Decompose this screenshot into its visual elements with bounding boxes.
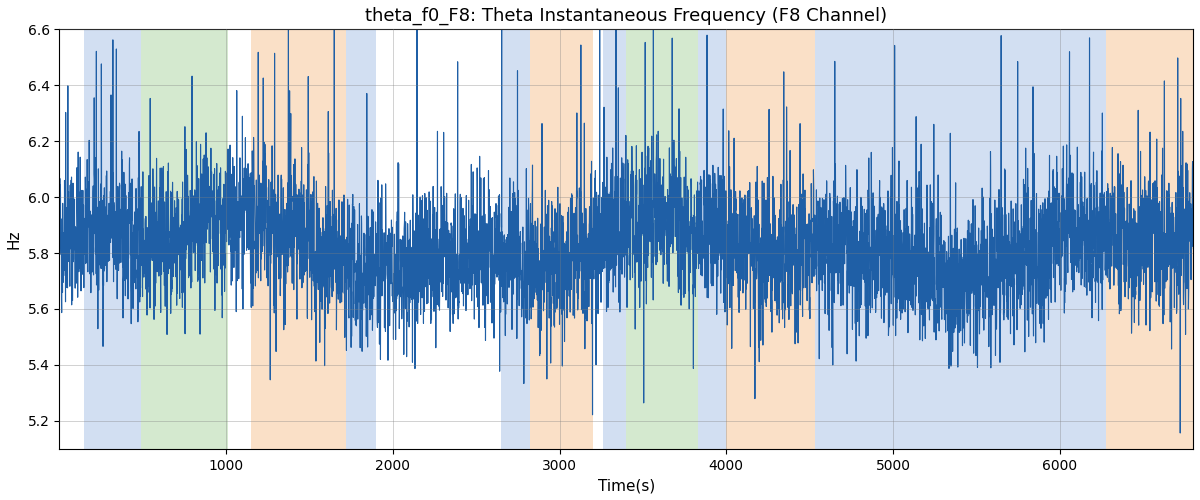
Bar (502, 30, 529, 449)
Bar (698, 30, 726, 449)
Bar (1106, 30, 1193, 449)
Bar (84, 30, 142, 449)
Bar (346, 30, 376, 449)
Bar (251, 30, 346, 449)
Bar (726, 30, 815, 449)
Bar (815, 30, 1106, 449)
Bar (626, 30, 698, 449)
Bar (142, 30, 228, 449)
Title: theta_f0_F8: Theta Instantaneous Frequency (F8 Channel): theta_f0_F8: Theta Instantaneous Frequen… (365, 7, 887, 25)
Y-axis label: Hz: Hz (7, 230, 22, 249)
X-axis label: Time(s): Time(s) (598, 478, 655, 493)
Bar (602, 30, 626, 449)
Bar (529, 30, 593, 449)
